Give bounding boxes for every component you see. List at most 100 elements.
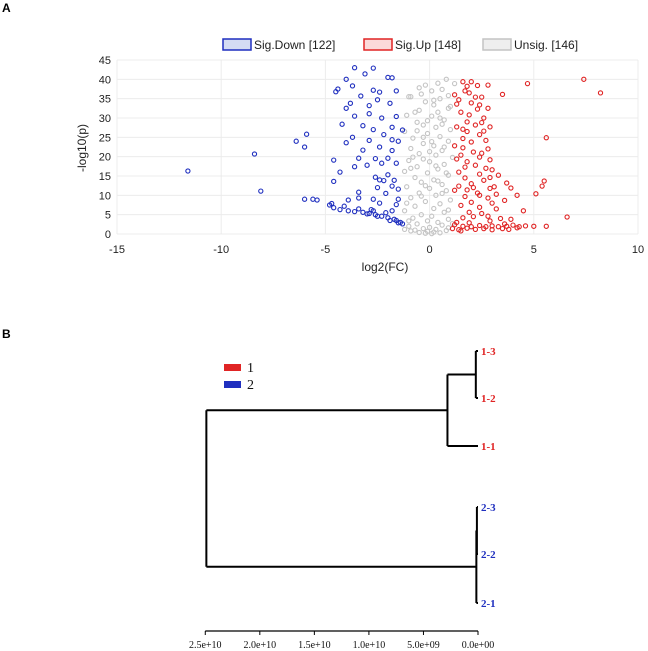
data-point [476,154,483,160]
data-point [533,191,539,197]
data-point [487,174,493,181]
data-point [337,169,343,175]
data-point [347,100,354,106]
data-point [408,228,414,234]
data-point [364,162,370,168]
data-point [441,144,447,150]
data-point [383,190,389,197]
data-point [466,90,472,96]
data-point [489,227,495,233]
data-point [445,207,452,213]
data-point [564,214,570,220]
data-point [429,138,435,145]
data-point [356,206,362,212]
data-point [420,122,426,128]
data-point [497,215,504,222]
leaf-label: 2-2 [481,549,496,561]
axis-tick-label: 1.5e+10 [298,640,331,651]
data-point [458,109,464,115]
y-tick-label: 5 [105,210,111,222]
data-point [474,82,481,89]
x-tick-label: 10 [632,244,644,256]
data-point [479,119,485,126]
data-point [439,121,445,127]
data-point [433,152,439,158]
data-point [372,174,379,180]
data-point [499,225,506,232]
data-point [458,202,464,209]
y-tick-label: 20 [99,152,111,164]
data-point [524,80,531,87]
data-point [389,75,395,81]
data-point [301,144,308,150]
data-point [364,211,370,217]
data-point [514,225,520,231]
data-point [376,144,383,150]
data-point [379,160,385,166]
leaf-label: 1-3 [481,346,496,358]
data-point [464,187,470,193]
data-point [445,138,452,144]
data-point [410,215,416,221]
data-point [466,209,472,215]
data-point [458,228,464,234]
data-point [487,157,493,163]
data-point [447,126,454,133]
data-point [301,196,308,202]
data-point [485,213,491,219]
x-tick-label: 0 [427,244,433,256]
data-point [389,137,395,143]
data-point [389,147,395,154]
data-point [508,216,514,222]
axis-tick-label: 0.0e+00 [462,640,495,651]
data-point [401,226,408,233]
data-point [476,222,483,229]
data-point [493,191,499,197]
data-point [351,65,358,71]
data-point [360,123,366,129]
data-point [451,187,458,193]
data-point [408,145,414,152]
data-point [460,145,466,151]
data-point [393,160,399,166]
data-point [451,80,458,87]
data-point [404,200,410,206]
legend-swatch [482,38,512,51]
data-point [426,148,433,155]
data-point [370,87,376,93]
data-point [462,88,468,94]
data-point [460,126,466,132]
data-point [468,181,474,187]
data-point [366,137,372,144]
data-point [343,140,349,146]
data-point [408,195,414,201]
data-point [451,222,458,228]
data-point [483,165,489,171]
leaf-label: 2-1 [481,598,496,610]
data-point [468,100,474,106]
data-point [422,230,429,236]
data-point [501,197,508,204]
x-tick-label: -5 [321,244,331,256]
data-point [479,150,485,156]
data-point [491,184,497,190]
data-point [374,97,381,103]
data-point [468,79,474,85]
data-point [349,83,356,89]
data-point [406,94,412,100]
data-point [374,184,381,191]
data-point [376,200,383,206]
data-point [331,205,337,211]
data-point [343,105,349,111]
data-point [479,210,485,217]
data-point [449,154,456,161]
data-point [376,177,383,183]
data-point [424,130,431,137]
legend-swatch [363,38,393,51]
data-point [393,88,399,94]
data-point [314,197,320,203]
dendrogram-legend: 12 [224,361,254,393]
data-point [462,193,468,200]
data-point [481,225,487,232]
